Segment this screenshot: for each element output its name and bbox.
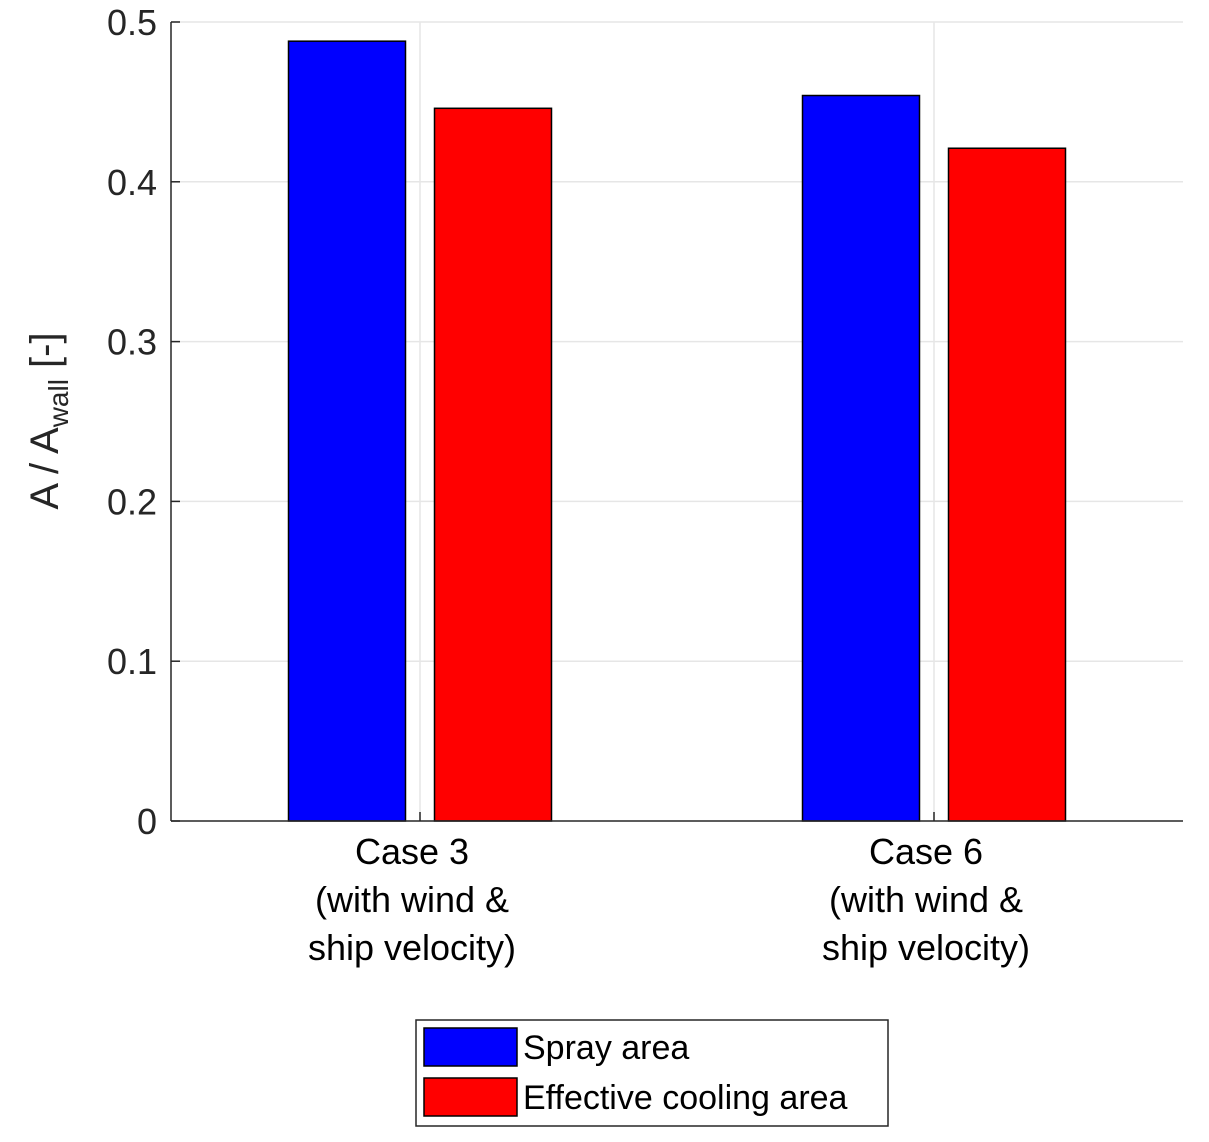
x-category-label: Case 6 (with wind & ship velocity) bbox=[822, 831, 1030, 968]
x-category-label: Case 3 (with wind & ship velocity) bbox=[308, 831, 516, 968]
legend: Spray area Effective cooling area bbox=[415, 1019, 889, 1127]
y-tick-label: 0.2 bbox=[107, 481, 157, 522]
y-tick-label: 0.3 bbox=[107, 322, 157, 363]
y-axis-title: A / Awall [-] bbox=[23, 332, 74, 509]
y-tick-labels: 0 0.1 0.2 0.3 0.4 0.5 bbox=[107, 2, 157, 842]
y-tick-label: 0.4 bbox=[107, 162, 157, 203]
legend-swatch bbox=[423, 1077, 518, 1117]
bar-spray-area-2 bbox=[801, 94, 921, 822]
y-tick-label: 0 bbox=[137, 801, 157, 842]
axes bbox=[170, 21, 1183, 822]
y-tick-label: 0.5 bbox=[107, 2, 157, 43]
x-category-labels: Case 3 (with wind & ship velocity) Case 6 (w… bbox=[308, 831, 1030, 968]
bar-effective-cooling-area-1 bbox=[433, 107, 553, 822]
bar-spray-area-1 bbox=[287, 40, 407, 822]
legend-swatch bbox=[423, 1027, 518, 1067]
bar-effective-cooling-area-2 bbox=[947, 147, 1067, 822]
legend-label: Effective cooling area bbox=[523, 1079, 848, 1117]
legend-label: Spray area bbox=[523, 1029, 689, 1067]
bars bbox=[287, 40, 1067, 822]
y-tick-label: 0.1 bbox=[107, 641, 157, 682]
